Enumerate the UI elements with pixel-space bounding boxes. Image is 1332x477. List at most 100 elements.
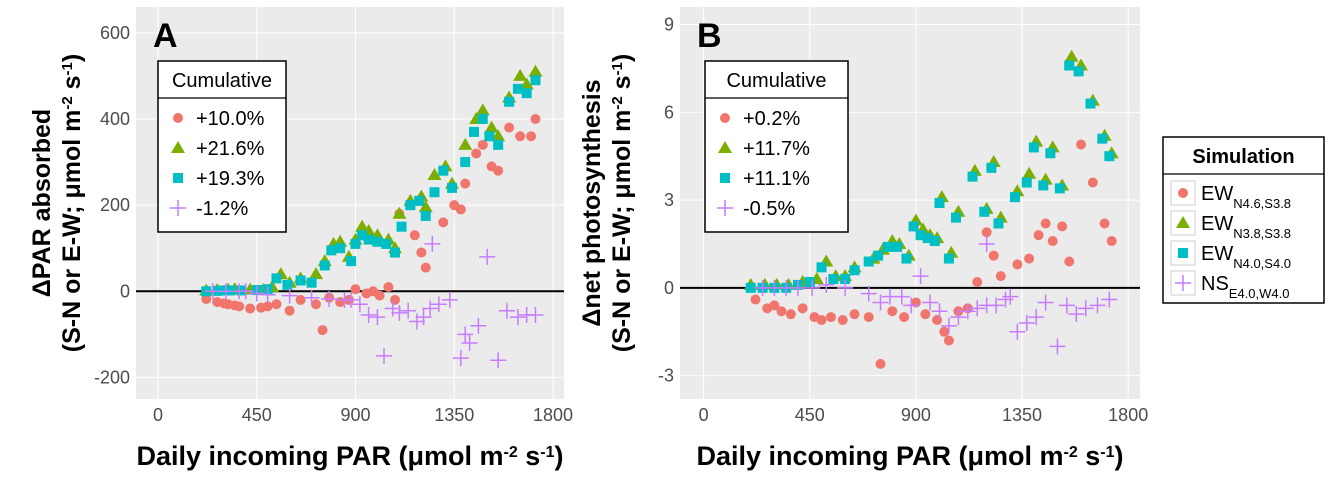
data-point <box>1064 49 1079 62</box>
data-point <box>530 114 541 124</box>
data-point <box>438 217 449 228</box>
data-point <box>350 238 361 249</box>
data-point <box>498 302 515 319</box>
x-axis-title: Daily incoming PAR (μmol m-2 s-1) <box>136 441 563 471</box>
y-axis-title: Δnet photosynthesis <box>578 79 606 326</box>
data-point <box>414 195 425 206</box>
data-point <box>1077 300 1094 317</box>
data-point <box>882 241 893 252</box>
legend-marker <box>717 200 733 216</box>
data-point <box>1068 306 1085 323</box>
data-point <box>530 75 541 86</box>
data-point <box>939 326 950 337</box>
legend-marker <box>720 173 730 183</box>
data-point <box>262 301 273 312</box>
data-point <box>452 350 469 367</box>
legend-marker <box>173 113 183 123</box>
data-point <box>350 284 361 295</box>
legend-entry: +10.0% <box>196 108 265 130</box>
data-point <box>416 247 427 258</box>
data-point <box>526 131 537 142</box>
data-point <box>1057 221 1068 232</box>
cumulative-legend: Cumulative +10.0% +21.6% +19.3% -1.2% <box>157 60 287 233</box>
data-point <box>295 275 306 286</box>
y-tick-label: 400 <box>100 109 130 129</box>
data-point <box>950 309 967 326</box>
data-point <box>1054 183 1065 194</box>
data-point <box>441 291 458 308</box>
data-point <box>271 299 282 310</box>
data-point <box>201 294 212 305</box>
data-point <box>967 171 978 182</box>
data-point <box>295 294 306 305</box>
legend-entry: +21.6% <box>196 138 265 160</box>
data-point <box>920 309 931 320</box>
data-point <box>484 120 499 133</box>
x-tick-label: 1800 <box>1108 405 1148 425</box>
y-tick-label: -200 <box>94 367 130 387</box>
data-point <box>477 114 488 124</box>
legend-marker <box>1176 216 1190 228</box>
simulation-legend-title: Simulation <box>1192 146 1294 168</box>
data-point <box>1047 236 1058 247</box>
data-point <box>369 309 386 326</box>
panel-label: A <box>153 17 178 55</box>
data-point <box>493 165 504 176</box>
legend-marker <box>720 113 730 123</box>
data-point <box>1073 66 1084 77</box>
data-point <box>259 286 276 303</box>
x-tick-label: 1800 <box>533 405 573 425</box>
data-point <box>237 283 254 300</box>
legend-marker <box>171 141 185 153</box>
data-point <box>1038 180 1049 191</box>
data-point <box>922 294 939 311</box>
data-point <box>420 210 431 221</box>
y-tick-label: 0 <box>664 278 674 298</box>
data-point <box>409 230 420 241</box>
data-point <box>319 260 330 271</box>
data-point <box>457 326 474 343</box>
x-tick-label: 0 <box>699 405 709 425</box>
cumulative-legend: Cumulative +0.2% +11.7% +11.1% -0.5% <box>704 60 849 233</box>
data-point <box>1033 230 1044 241</box>
data-point <box>872 294 889 311</box>
data-point <box>346 256 357 267</box>
y-tick-label: 6 <box>664 102 674 122</box>
data-point <box>372 236 383 247</box>
data-point <box>271 273 282 284</box>
data-point <box>422 300 439 317</box>
data-point <box>469 126 480 137</box>
data-point <box>849 265 860 276</box>
data-point <box>922 233 933 244</box>
data-point <box>931 303 948 320</box>
data-point <box>1101 291 1118 308</box>
x-tick-label: 1350 <box>1002 405 1042 425</box>
data-point <box>460 178 471 189</box>
x-axis-title: Daily incoming PAR (μmol m-2 s-1) <box>696 441 1123 471</box>
y-tick-label: 600 <box>100 23 130 43</box>
data-point <box>915 230 926 241</box>
data-point <box>1085 98 1096 109</box>
simulation-legend-entry: EWN4.6,S3.8 <box>1201 183 1291 211</box>
data-point <box>321 291 338 308</box>
data-point <box>1040 218 1051 229</box>
data-point <box>1058 297 1075 314</box>
data-point <box>887 306 898 317</box>
data-point <box>837 279 854 296</box>
data-point <box>400 302 417 319</box>
data-point <box>816 262 827 273</box>
x-tick-label: 900 <box>901 405 931 425</box>
data-point <box>424 235 441 252</box>
data-point <box>408 313 425 330</box>
data-point <box>376 347 393 364</box>
data-point <box>490 352 507 369</box>
data-point <box>225 285 236 296</box>
data-point <box>892 241 903 252</box>
data-point <box>1099 218 1110 229</box>
data-point <box>475 103 490 116</box>
legend-marker <box>1178 248 1188 258</box>
legend-title: Cumulative <box>726 70 826 92</box>
data-point <box>986 162 997 173</box>
data-point <box>893 288 910 305</box>
